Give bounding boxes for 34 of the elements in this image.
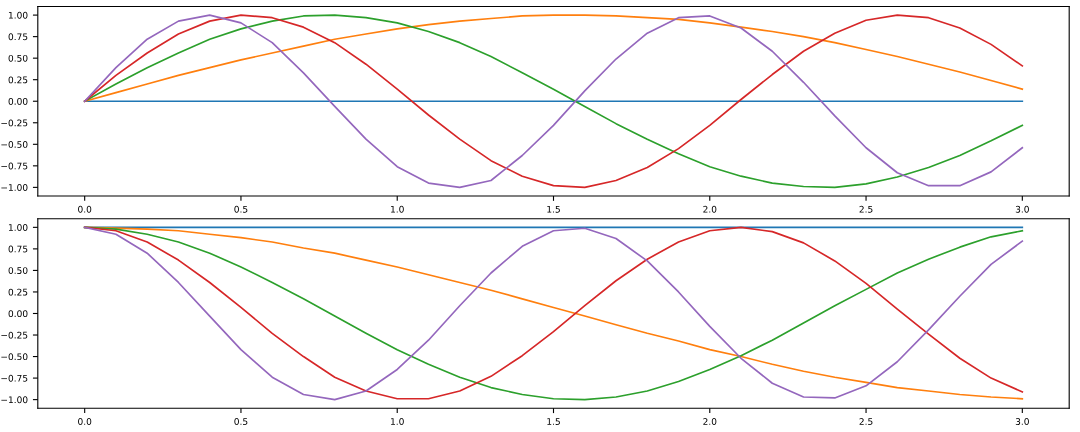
y-tick-label: 0.50 <box>8 267 28 274</box>
x-tick-label: 2.5 <box>859 205 873 213</box>
line-series <box>83 14 1024 103</box>
y-tick-label: 0.75 <box>8 33 28 41</box>
y-tick-label: −0.75 <box>1 374 28 382</box>
y-tick-label: −0.25 <box>1 331 28 339</box>
y-tick-label: −0.50 <box>1 353 28 361</box>
y-tick-label: −1.00 <box>1 396 28 404</box>
y-tick-label: 0.00 <box>8 310 28 318</box>
x-tick-label: 0.0 <box>78 205 92 213</box>
y-tick-label: 1.00 <box>8 11 28 19</box>
y-tick-label: 0.25 <box>8 76 28 84</box>
line-series <box>83 14 1024 189</box>
y-tick-label: 0.75 <box>8 245 28 253</box>
x-tick-label: 0.0 <box>78 418 92 425</box>
x-tick-label: 2.0 <box>703 205 717 213</box>
y-tick-label: −0.25 <box>1 119 28 127</box>
y-tick-label: −0.50 <box>1 141 28 148</box>
x-tick-label: 3.0 <box>1015 205 1029 213</box>
x-tick-label: 2.0 <box>703 418 717 425</box>
y-tick-label: 0.25 <box>8 288 28 296</box>
y-tick-label: 0.00 <box>8 97 28 105</box>
x-tick-label: 1.0 <box>391 205 404 213</box>
x-tick-label: 3.0 <box>1015 418 1029 425</box>
x-tick-label: 0.5 <box>234 418 248 425</box>
x-tick-label: 1.5 <box>547 418 560 425</box>
y-tick-label: −1.00 <box>1 184 28 191</box>
y-tick-label: −0.75 <box>1 162 28 170</box>
x-tick-label: 1.5 <box>547 205 560 213</box>
x-tick-label: 1.0 <box>391 418 404 425</box>
x-tick-label: 2.5 <box>859 418 873 425</box>
y-tick-label: 1.00 <box>8 224 28 231</box>
y-tick-label: 0.50 <box>8 54 28 62</box>
x-tick-label: 0.5 <box>234 205 248 213</box>
